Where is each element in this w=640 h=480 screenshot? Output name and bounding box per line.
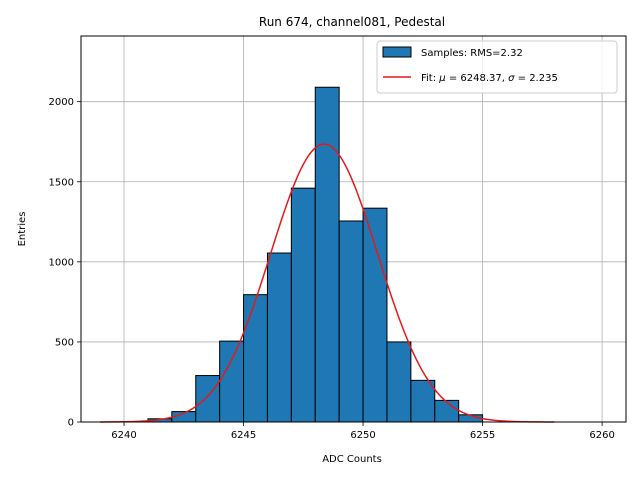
histogram-bar xyxy=(219,340,245,423)
fit-curve-group xyxy=(100,143,555,423)
legend-box xyxy=(376,40,618,94)
y-tick-label: 0 xyxy=(68,418,74,429)
x-tick-label: 6245 xyxy=(231,430,256,441)
legend: Samples: RMS=2.32 Fit: μ = 6248.37, σ = … xyxy=(376,40,618,94)
legend-samples-label: Samples: RMS=2.32 xyxy=(421,48,523,59)
x-axis-ticks: 6240 6245 6250 6255 6260 xyxy=(111,422,615,441)
x-tick-label: 6250 xyxy=(350,430,375,441)
y-axis-ticks: 0 500 1000 1500 2000 xyxy=(49,97,81,429)
y-tick-label: 500 xyxy=(55,337,74,348)
y-tick-label: 2000 xyxy=(49,97,74,108)
y-tick-label: 1500 xyxy=(49,177,74,188)
fit-curve xyxy=(100,143,555,423)
histogram-bars xyxy=(147,86,484,423)
x-tick-label: 6240 xyxy=(111,430,136,441)
histogram-bar xyxy=(338,220,364,423)
chart-title: Run 674, channel081, Pedestal xyxy=(259,15,445,29)
histogram-bar xyxy=(314,86,340,423)
histogram-bar xyxy=(266,252,292,423)
histogram-bar xyxy=(434,399,460,423)
y-tick-label: 1000 xyxy=(49,257,74,268)
histogram-bar xyxy=(362,207,388,423)
y-axis-label: Entries xyxy=(17,212,28,247)
plot-frame xyxy=(80,35,627,423)
histogram-bar xyxy=(410,379,436,423)
legend-samples-swatch xyxy=(382,46,412,58)
legend-fit-label: Fit: μ = 6248.37, σ = 2.235 xyxy=(421,73,558,84)
histogram-bar xyxy=(386,341,412,423)
histogram-bar xyxy=(243,294,268,423)
histogram-bar xyxy=(290,187,316,423)
x-tick-label: 6255 xyxy=(470,430,495,441)
x-axis-label: ADC Counts xyxy=(322,454,382,465)
histogram-bar xyxy=(195,375,221,423)
x-tick-label: 6260 xyxy=(589,430,614,441)
